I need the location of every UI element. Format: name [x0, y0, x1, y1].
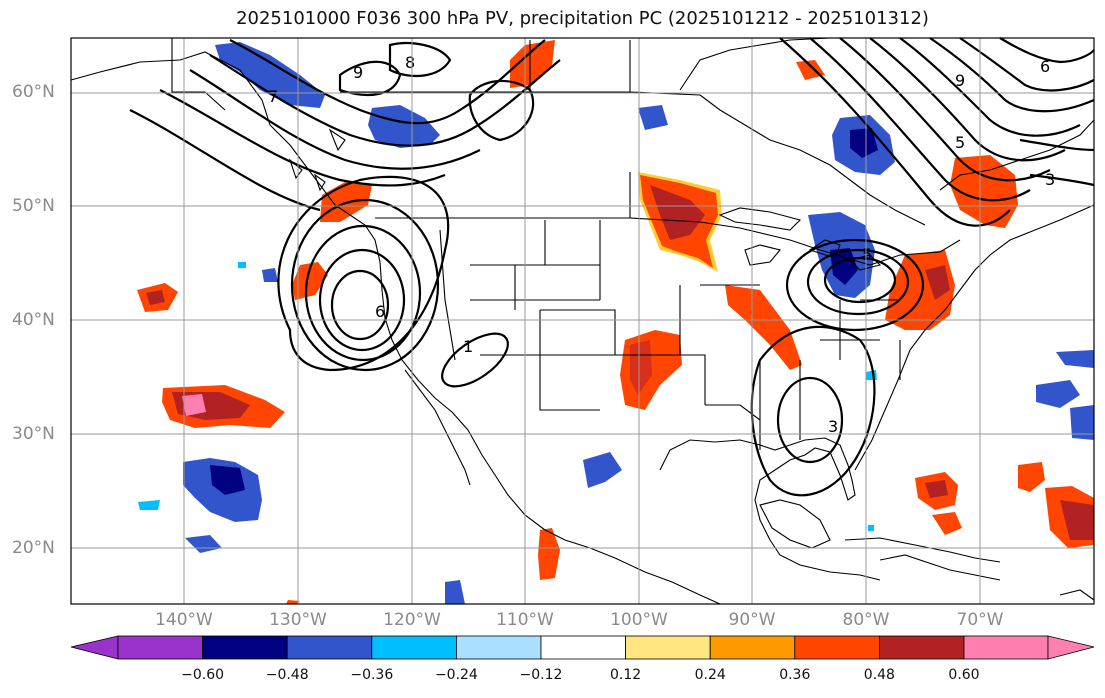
colorbar-segment: [117, 635, 203, 660]
colorbar-segment: [963, 635, 1049, 660]
lat-label-50n: 50°N: [12, 196, 55, 216]
colorbar-tick-label: −0.60: [181, 667, 225, 683]
lat-label-30n: 30°N: [12, 424, 55, 444]
colorbar-tick-label: −0.48: [265, 667, 309, 683]
lat-label-40n: 40°N: [12, 310, 55, 330]
colorbar-tick-label: 0.24: [694, 667, 726, 683]
lon-label-120w: 120°W: [383, 610, 441, 630]
colorbar-segment: [794, 635, 880, 660]
lon-label-70w: 70°W: [956, 610, 1004, 630]
colorbar-segment: [879, 635, 965, 660]
colorbar-segment: [540, 635, 626, 660]
contour-label: 6: [375, 302, 385, 321]
colorbar-segment: [1047, 635, 1095, 660]
colorbar-tick-label: −0.36: [350, 667, 394, 683]
contour-label: 1: [463, 337, 473, 356]
map-panel: 9 8 7 6 5 3 1 9 6 5 3: [70, 37, 1095, 605]
lon-label-140w: 140°W: [155, 610, 213, 630]
contour-label: 5: [955, 133, 965, 152]
colorbar-segment: [70, 635, 119, 660]
colorbar-segment: [455, 635, 542, 660]
lon-label-110w: 110°W: [496, 610, 554, 630]
contour-label: 8: [405, 53, 415, 72]
plot-title: 2025101000 F036 300 hPa PV, precipitatio…: [236, 8, 929, 29]
lon-label-130w: 130°W: [269, 610, 327, 630]
colorbar-segment: [286, 635, 373, 660]
colorbar-tick-label: −0.24: [434, 667, 478, 683]
map-frame: [70, 37, 1095, 605]
colorbar-tick-label: 0.48: [863, 667, 895, 683]
contour-label: 9: [955, 71, 965, 90]
colorbar-segment: [202, 635, 288, 660]
graticule: [71, 38, 1094, 604]
colorbar-segment: [625, 635, 711, 660]
colorbar-segment: [371, 635, 457, 660]
colorbar-tick-label: 0.60: [948, 667, 980, 683]
lat-label-60n: 60°N: [12, 82, 55, 102]
contour-label: 9: [353, 63, 363, 82]
precip-positive-areas: [137, 40, 1094, 604]
lon-label-100w: 100°W: [610, 610, 668, 630]
colorbar-tick-label: 0.36: [779, 667, 811, 683]
lon-label-80w: 80°W: [842, 610, 890, 630]
contour-label: 5: [862, 245, 872, 264]
contour-label: 3: [828, 417, 838, 436]
lon-label-90w: 90°W: [728, 610, 776, 630]
lat-label-20n: 20°N: [12, 538, 55, 558]
pv-contours: [129, 37, 1095, 497]
contour-label: 6: [1040, 57, 1050, 76]
colorbar-tick-label: −0.12: [519, 667, 563, 683]
contour-label: 7: [268, 87, 278, 106]
colorbar: [70, 635, 1095, 660]
contour-label: 3: [1045, 170, 1055, 189]
colorbar-segment: [709, 635, 796, 660]
contour-labels: 9 8 7 6 5 3 1 9 6 5 3: [268, 53, 1055, 436]
colorbar-tick-label: 0.12: [610, 667, 642, 683]
